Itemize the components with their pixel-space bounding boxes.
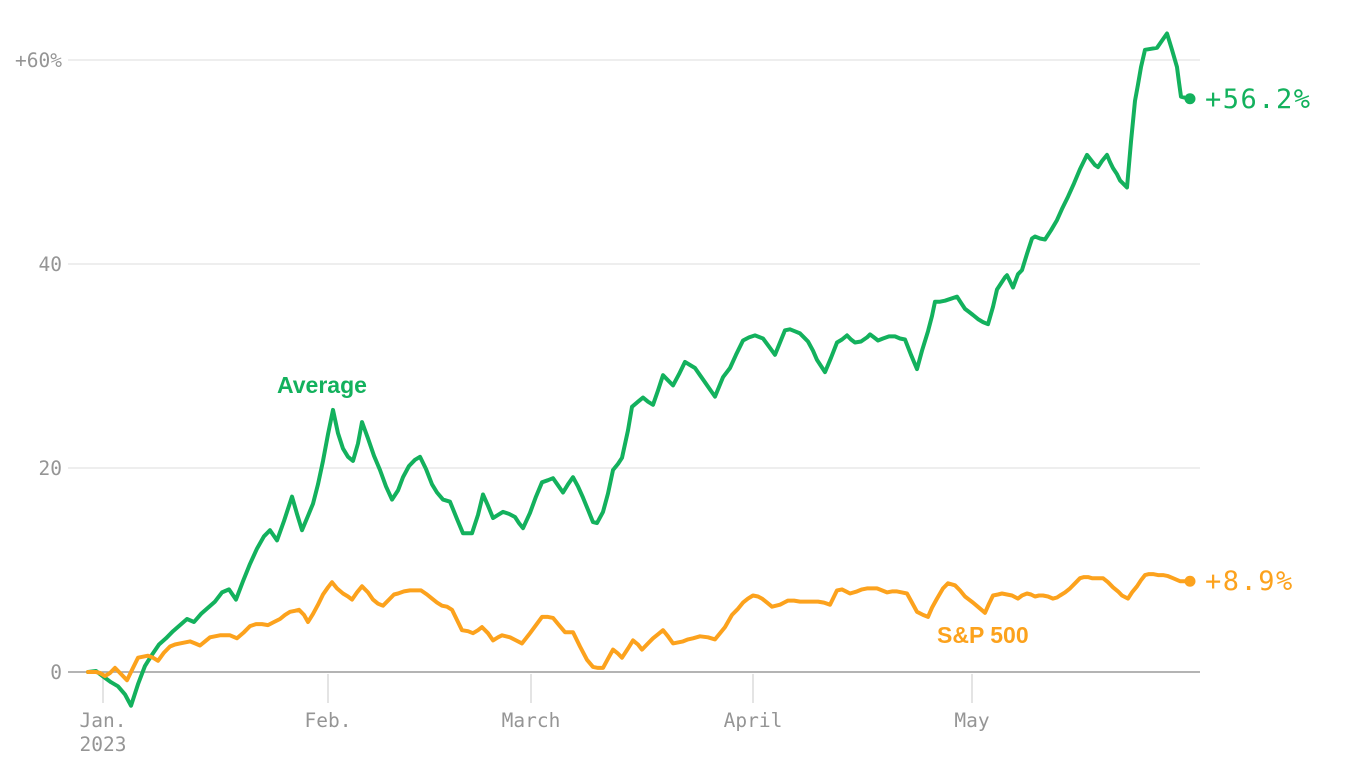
x-axis-tick-label: May xyxy=(954,709,989,732)
s-p-500-series-label: S&P 500 xyxy=(937,622,1029,648)
s-p-500-end-dot xyxy=(1184,575,1196,587)
average-line xyxy=(86,31,1192,708)
x-axis-tick-label: Jan. xyxy=(80,709,127,732)
average-series-label: Average xyxy=(277,372,367,398)
y-axis-tick-label: +60% xyxy=(15,49,62,72)
s-p-500-end-value-label: +8.9% xyxy=(1205,566,1294,597)
average-end-value-label: +56.2% xyxy=(1205,84,1312,115)
s-p-500-line xyxy=(86,572,1192,683)
average-end-dot xyxy=(1184,93,1196,105)
x-axis-tick-label: Feb. xyxy=(305,709,352,732)
x-axis-tick-label: April xyxy=(724,709,783,732)
y-axis-tick-label: 0 xyxy=(50,661,62,684)
y-axis-tick-label: 40 xyxy=(39,253,62,276)
x-axis-tick-label: March xyxy=(502,709,561,732)
x-axis-year-label: 2023 xyxy=(80,733,127,756)
y-axis-tick-label: 20 xyxy=(39,457,62,480)
